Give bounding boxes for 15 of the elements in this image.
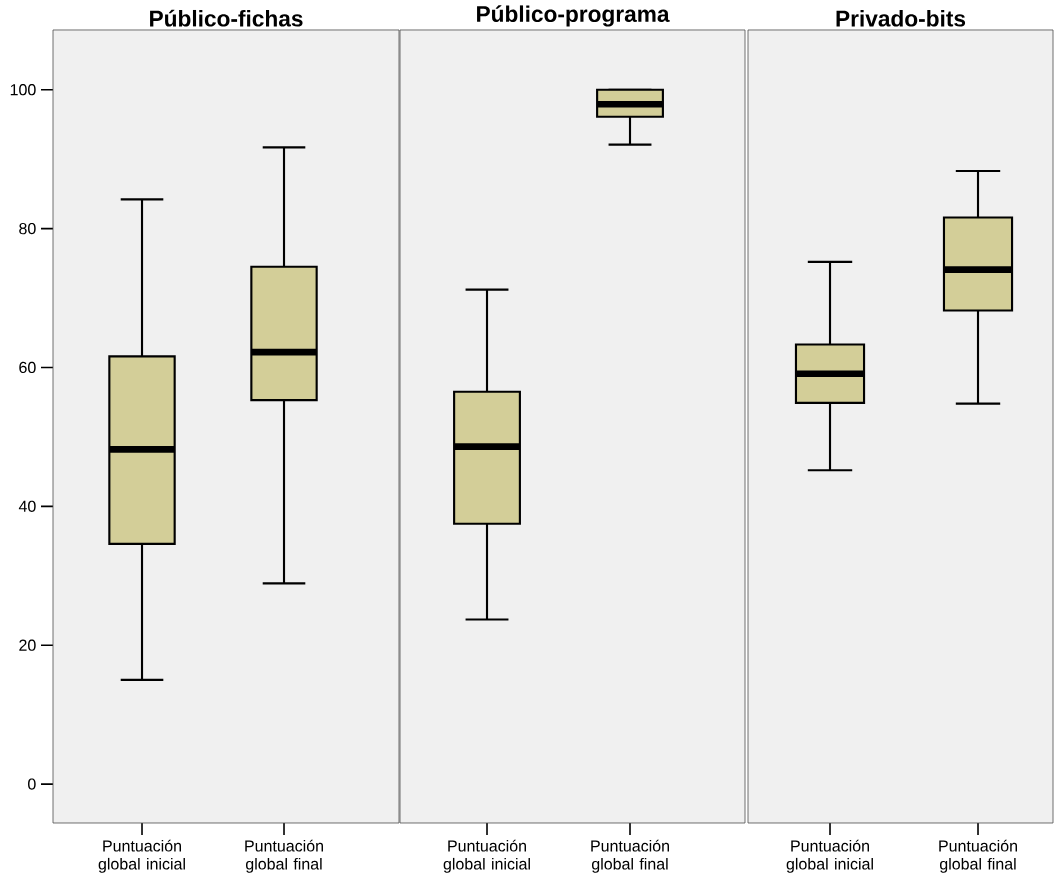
y-tick-label: 80 [19,222,36,235]
chart-title: Público-fichas [150,9,303,27]
y-tick-label: 0 [28,778,36,790]
x-tick-label: Puntuación global inicial [98,839,185,873]
chart-title: Privado-bits [836,9,966,27]
x-tick-label: Puntuación global final [939,839,1017,873]
y-tick-label: 20 [19,639,36,651]
x-tick-label: Puntuación global inicial [786,839,873,873]
chart-title: Público-programa [477,5,670,27]
x-tick-label: Puntuación global inicial [443,839,530,873]
y-tick-label: 100 [10,84,36,96]
y-tick-label: 40 [18,500,36,512]
y-tick-label: 60 [19,361,36,374]
x-tick-label: Puntuación global final [591,839,669,873]
x-tick-label: Puntuación global final [245,839,323,873]
